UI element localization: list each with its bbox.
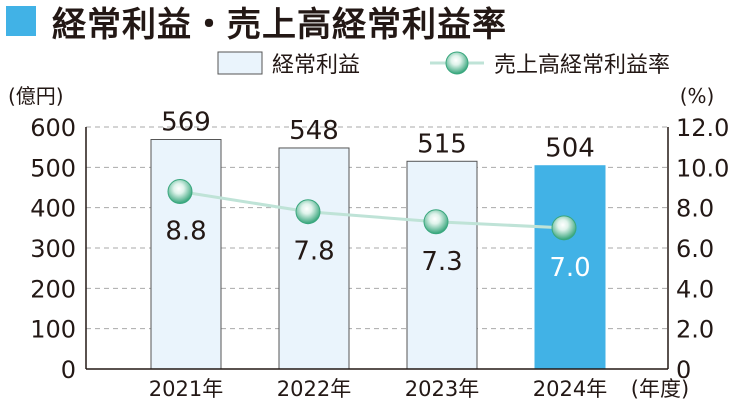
right-tick-label: 8.0	[676, 195, 714, 223]
labels: 569 548 515 504 8.8 7.8 7.3 7.0	[161, 108, 595, 283]
bar-value-label: 569	[161, 108, 211, 138]
right-tick-label: 6.0	[676, 235, 714, 263]
legend-bar-swatch	[217, 51, 263, 75]
grid	[86, 126, 668, 330]
category-label: 2024年	[533, 377, 607, 401]
left-tick-label: 600	[30, 114, 76, 142]
legend-bar-label: 経常利益	[272, 53, 360, 78]
rate-value-label: 7.8	[293, 237, 334, 267]
title-row: 経常利益・売上高経常利益率	[0, 0, 507, 45]
left-tick-label: 400	[30, 195, 76, 223]
bars	[150, 139, 606, 370]
legend: 経常利益 売上高経常利益率	[217, 51, 670, 78]
rate-marker	[295, 199, 321, 225]
left-unit-label: (億円)	[8, 84, 64, 108]
rate-marker	[423, 209, 449, 235]
bar	[150, 139, 222, 370]
bar-value-label: 515	[417, 129, 467, 159]
rate-marker	[551, 215, 577, 241]
chart-title: 経常利益・売上高経常利益率	[52, 4, 507, 45]
right-unit-label: (%)	[680, 84, 715, 108]
left-tick-label: 200	[30, 275, 76, 303]
category-label: 2021年	[149, 377, 223, 401]
left-tick-label: 300	[30, 235, 76, 263]
rate-value-label: 8.8	[165, 217, 206, 247]
x-unit-label: (年度)	[631, 377, 689, 401]
left-tick-label: 100	[30, 316, 76, 344]
bar	[278, 147, 350, 370]
left-tick-label: 500	[30, 154, 76, 182]
right-tick-label: 0	[676, 356, 691, 384]
left-tick-label: 0	[61, 356, 76, 384]
bar-value-label: 504	[545, 134, 595, 164]
category-label: 2022年	[277, 377, 351, 401]
bar	[534, 165, 606, 370]
right-tick-label: 2.0	[676, 316, 714, 344]
legend-line-label: 売上高経常利益率	[494, 53, 670, 78]
legend-marker-swatch	[445, 51, 469, 75]
right-tick-label: 12.0	[676, 114, 729, 142]
axes: 0 0 100 2.0 200 4.0 300 6.0 400 8.0 500 10.0 600 12.0…	[8, 84, 729, 401]
bar-value-label: 548	[289, 116, 339, 146]
rate-marker	[167, 179, 193, 205]
rate-value-label: 7.3	[421, 247, 462, 277]
right-tick-label: 10.0	[676, 154, 729, 182]
category-label: 2023年	[405, 377, 479, 401]
rate-value-label: 7.0	[549, 253, 590, 283]
right-tick-label: 4.0	[676, 275, 714, 303]
bar	[406, 160, 478, 370]
rate-line	[167, 179, 577, 241]
title-marker	[6, 6, 36, 36]
rate-line-path	[179, 190, 565, 230]
